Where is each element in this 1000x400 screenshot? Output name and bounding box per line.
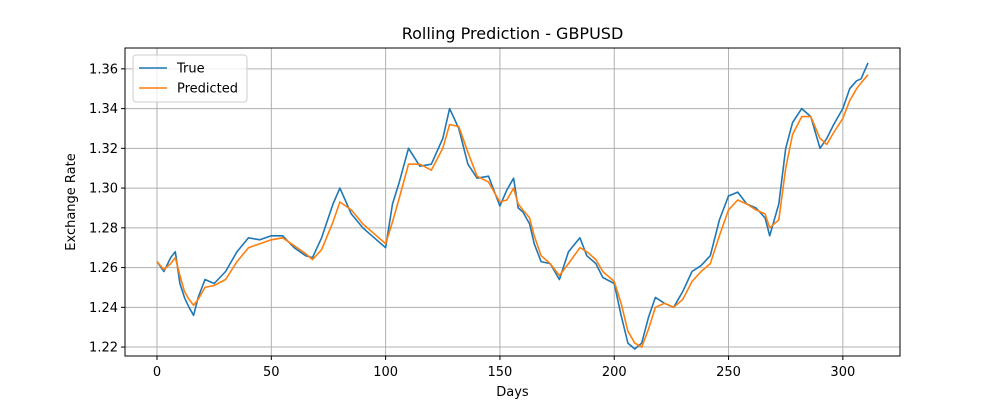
y-tick-label: 1.24 (89, 301, 118, 316)
y-tick-label: 1.26 (89, 261, 118, 276)
series-line-true (156, 62, 869, 350)
x-tick-label: 150 (488, 365, 513, 380)
legend-label-predicted: Predicted (177, 82, 238, 97)
x-tick-label: 0 (153, 365, 161, 380)
x-tick-label: 250 (716, 365, 741, 380)
y-axis-label: Exchange Rate (64, 153, 79, 250)
legend-label-true: True (176, 62, 205, 77)
x-tick-label: 50 (263, 365, 280, 380)
x-axis: 0 50 100 150 200 250 300 (153, 356, 855, 380)
y-tick-label: 1.28 (89, 221, 118, 236)
x-tick-label: 100 (373, 365, 398, 380)
chart-title: Rolling Prediction - GBPUSD (402, 24, 624, 43)
x-axis-label: Days (496, 385, 529, 400)
y-tick-label: 1.36 (89, 62, 118, 77)
y-axis: 1.22 1.24 1.26 1.28 1.30 1.32 1.34 1.36 (89, 62, 125, 356)
plot-frame (124, 47, 901, 357)
x-tick-label: 300 (830, 365, 855, 380)
legend-box (132, 54, 248, 103)
series-layer (156, 62, 869, 350)
legend: True Predicted (132, 54, 248, 103)
y-tick-label: 1.34 (89, 102, 118, 117)
y-tick-label: 1.32 (89, 142, 118, 157)
x-tick-label: 200 (602, 365, 627, 380)
y-tick-label: 1.30 (89, 182, 118, 197)
series-line-predicted (156, 74, 869, 348)
y-tick-label: 1.22 (89, 341, 118, 356)
